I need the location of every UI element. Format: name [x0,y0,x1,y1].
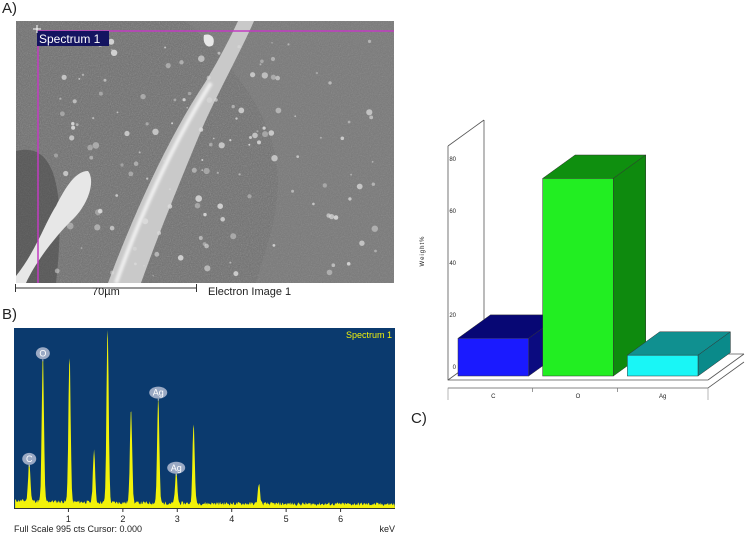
spectrum-label-box [37,31,109,46]
edx-x-tick-label: 3 [175,514,180,524]
edx-spectrum-chart: Spectrum 1 C O Ag Ag 1 2 3 4 5 6 Full Scale 995 … [14,328,395,534]
bar-y-axis-label: Weight% [420,236,426,267]
bar-o [541,154,647,377]
edx-peak-label: O [39,348,46,358]
edx-spectrum-title: Spectrum 1 [346,330,392,340]
spectrum-label: Spectrum 1 [39,32,101,46]
bar-y-tick-label: 80 [449,157,456,163]
edx-unit-label: keV [379,524,395,534]
bar-y-tick-label: 0 [453,365,457,371]
edx-x-tick-label: 1 [66,514,71,524]
weight-percent-bar-chart: 0 20 40 60 80 Weight% C O Ag [420,119,745,400]
edx-x-tick-label: 2 [120,514,125,524]
crosshair-icon [33,25,41,33]
bar-y-tick-label: 20 [449,313,456,319]
bar-ag [626,331,732,377]
bar-category-axis-box [447,387,709,400]
edx-peak-badge [167,461,186,474]
edx-footer: Full Scale 995 cts Cursor: 0.000 [14,524,142,534]
scale-bar-label: 70µm [92,286,120,298]
bar-x-tick-label: O [576,394,581,400]
particle-cluster [16,171,92,283]
bar-x-tick-label: C [491,394,496,400]
edx-plot-background [14,328,395,508]
bar-x-tick-label: Ag [659,394,666,400]
edx-peak-badge [149,386,168,399]
edx-peak-label: Ag [153,388,164,398]
bar-y-tick-label: 60 [449,209,456,215]
edx-peak-label: C [26,454,33,464]
sem-image: Spectrum 1 [16,21,394,283]
edx-peak-badge [22,452,37,465]
edx-peak-label: Ag [171,463,182,473]
scale-bar [15,284,197,292]
panel-b-label: B) [2,306,17,323]
fiber-main [108,21,254,283]
edx-x-tick-label: 5 [284,514,289,524]
edx-peak-badge [35,347,50,360]
bar-y-tick-label: 40 [449,261,456,267]
panel-a-label: A) [2,0,17,17]
edx-x-tick-label: 4 [229,514,234,524]
panel-c-label: C) [411,410,427,427]
electron-image-label: Electron Image 1 [208,286,292,298]
edx-x-tick-label: 6 [338,514,343,524]
